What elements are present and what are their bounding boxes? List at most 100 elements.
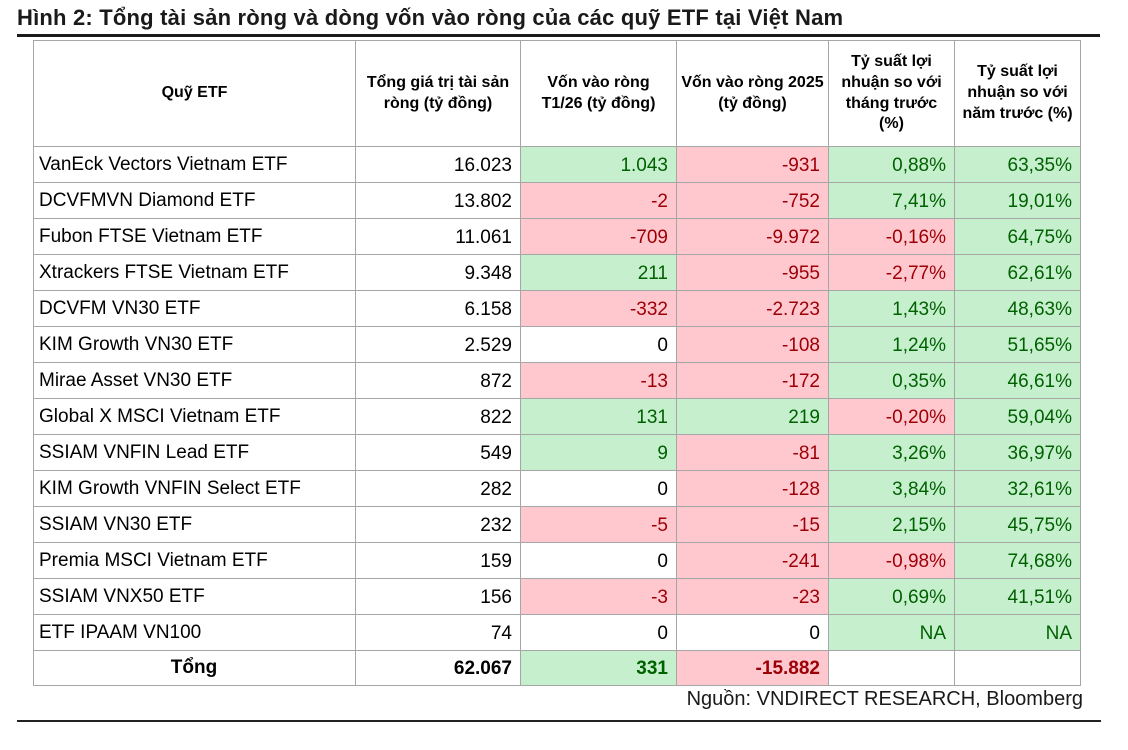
value-cell: -2,77% [828,254,955,291]
fund-name: SSIAM VN30 ETF [33,506,356,543]
value-cell: 62.067 [355,650,521,686]
table-row: KIM Growth VNFIN Select ETF 282 0 -128 3… [33,470,1081,507]
value-cell: -23 [676,578,829,615]
value-cell: 9 [520,434,677,471]
value-cell: -2 [520,182,677,219]
value-cell: 156 [355,578,521,615]
table-row: SSIAM VNX50 ETF 156 -3 -23 0,69% 41,51% [33,578,1081,615]
value-cell: -15.882 [676,650,829,686]
value-cell: 331 [520,650,677,686]
fund-name: DCVFM VN30 ETF [33,290,356,327]
value-cell: -81 [676,434,829,471]
value-cell: 3,84% [828,470,955,507]
value-cell: 59,04% [954,398,1081,435]
source-note: Nguồn: VNDIRECT RESEARCH, Bloomberg [686,688,1083,710]
header-nav: Tổng giá trị tài sản ròng (tỷ đồng) [355,40,521,147]
value-cell: 36,97% [954,434,1081,471]
table-row: Premia MSCI Vietnam ETF 159 0 -241 -0,98… [33,542,1081,579]
total-row: Tổng 62.067 331 -15.882 [33,650,1081,686]
value-cell [828,650,955,686]
etf-table: Quỹ ETF Tổng giá trị tài sản ròng (tỷ đồ… [33,40,1081,686]
fund-name: SSIAM VNX50 ETF [33,578,356,615]
fund-name: Mirae Asset VN30 ETF [33,362,356,399]
value-cell: -955 [676,254,829,291]
table-row: Fubon FTSE Vietnam ETF 11.061 -709 -9.97… [33,218,1081,255]
fund-name: ETF IPAAM VN100 [33,614,356,651]
value-cell: 51,65% [954,326,1081,363]
value-cell: NA [954,614,1081,651]
value-cell: 19,01% [954,182,1081,219]
header-flow-2025: Vốn vào ròng 2025 (tỷ đồng) [676,40,829,147]
value-cell: -241 [676,542,829,579]
fund-name: Tổng [33,650,356,686]
value-cell: 0 [520,542,677,579]
value-cell: 62,61% [954,254,1081,291]
table-row: ETF IPAAM VN100 74 0 0 NA NA [33,614,1081,651]
value-cell: -0,98% [828,542,955,579]
table-row: SSIAM VN30 ETF 232 -5 -15 2,15% 45,75% [33,506,1081,543]
value-cell: 0,35% [828,362,955,399]
value-cell: -172 [676,362,829,399]
header-row: Quỹ ETF Tổng giá trị tài sản ròng (tỷ đồ… [33,40,1081,147]
value-cell: 219 [676,398,829,435]
value-cell: 3,26% [828,434,955,471]
value-cell: 74,68% [954,542,1081,579]
table-row: Global X MSCI Vietnam ETF 822 131 219 -0… [33,398,1081,435]
fund-name: SSIAM VNFIN Lead ETF [33,434,356,471]
value-cell: -2.723 [676,290,829,327]
value-cell: 0 [520,614,677,651]
fund-name: Fubon FTSE Vietnam ETF [33,218,356,255]
header-fund: Quỹ ETF [33,40,356,147]
fund-name: KIM Growth VN30 ETF [33,326,356,363]
value-cell: 1,43% [828,290,955,327]
value-cell: -108 [676,326,829,363]
table-row: DCVFMVN Diamond ETF 13.802 -2 -752 7,41%… [33,182,1081,219]
figure-title: Hình 2: Tổng tài sản ròng và dòng vốn và… [17,5,844,30]
table-row: DCVFM VN30 ETF 6.158 -332 -2.723 1,43% 4… [33,290,1081,327]
value-cell: -0,16% [828,218,955,255]
value-cell: 2.529 [355,326,521,363]
value-cell: 11.061 [355,218,521,255]
value-cell: 74 [355,614,521,651]
fund-name: Global X MSCI Vietnam ETF [33,398,356,435]
value-cell: -9.972 [676,218,829,255]
value-cell: 63,35% [954,146,1081,183]
table-row: KIM Growth VN30 ETF 2.529 0 -108 1,24% 5… [33,326,1081,363]
value-cell: -128 [676,470,829,507]
bottom-rule [17,720,1101,722]
value-cell: 159 [355,542,521,579]
value-cell: 41,51% [954,578,1081,615]
value-cell: 9.348 [355,254,521,291]
value-cell: 32,61% [954,470,1081,507]
header-return-yoy: Tỷ suất lợi nhuận so với năm trước (%) [954,40,1081,147]
value-cell: 872 [355,362,521,399]
fund-name: Xtrackers FTSE Vietnam ETF [33,254,356,291]
value-cell [954,650,1081,686]
table-row: Mirae Asset VN30 ETF 872 -13 -172 0,35% … [33,362,1081,399]
header-flow-jan26: Vốn vào ròng T1/26 (tỷ đồng) [520,40,677,147]
value-cell: 822 [355,398,521,435]
value-cell: 131 [520,398,677,435]
table-row: SSIAM VNFIN Lead ETF 549 9 -81 3,26% 36,… [33,434,1081,471]
value-cell: -931 [676,146,829,183]
table-row: VanEck Vectors Vietnam ETF 16.023 1.043 … [33,146,1081,183]
value-cell: 1,24% [828,326,955,363]
value-cell: -15 [676,506,829,543]
value-cell: 0,88% [828,146,955,183]
value-cell: 6.158 [355,290,521,327]
value-cell: 7,41% [828,182,955,219]
value-cell: 1.043 [520,146,677,183]
fund-name: DCVFMVN Diamond ETF [33,182,356,219]
value-cell: -332 [520,290,677,327]
value-cell: -3 [520,578,677,615]
value-cell: 0 [520,326,677,363]
value-cell: -5 [520,506,677,543]
fund-name: KIM Growth VNFIN Select ETF [33,470,356,507]
fund-name: Premia MSCI Vietnam ETF [33,542,356,579]
value-cell: 13.802 [355,182,521,219]
etf-table-body: VanEck Vectors Vietnam ETF 16.023 1.043 … [33,146,1081,686]
value-cell: 549 [355,434,521,471]
value-cell: 0,69% [828,578,955,615]
value-cell: 211 [520,254,677,291]
